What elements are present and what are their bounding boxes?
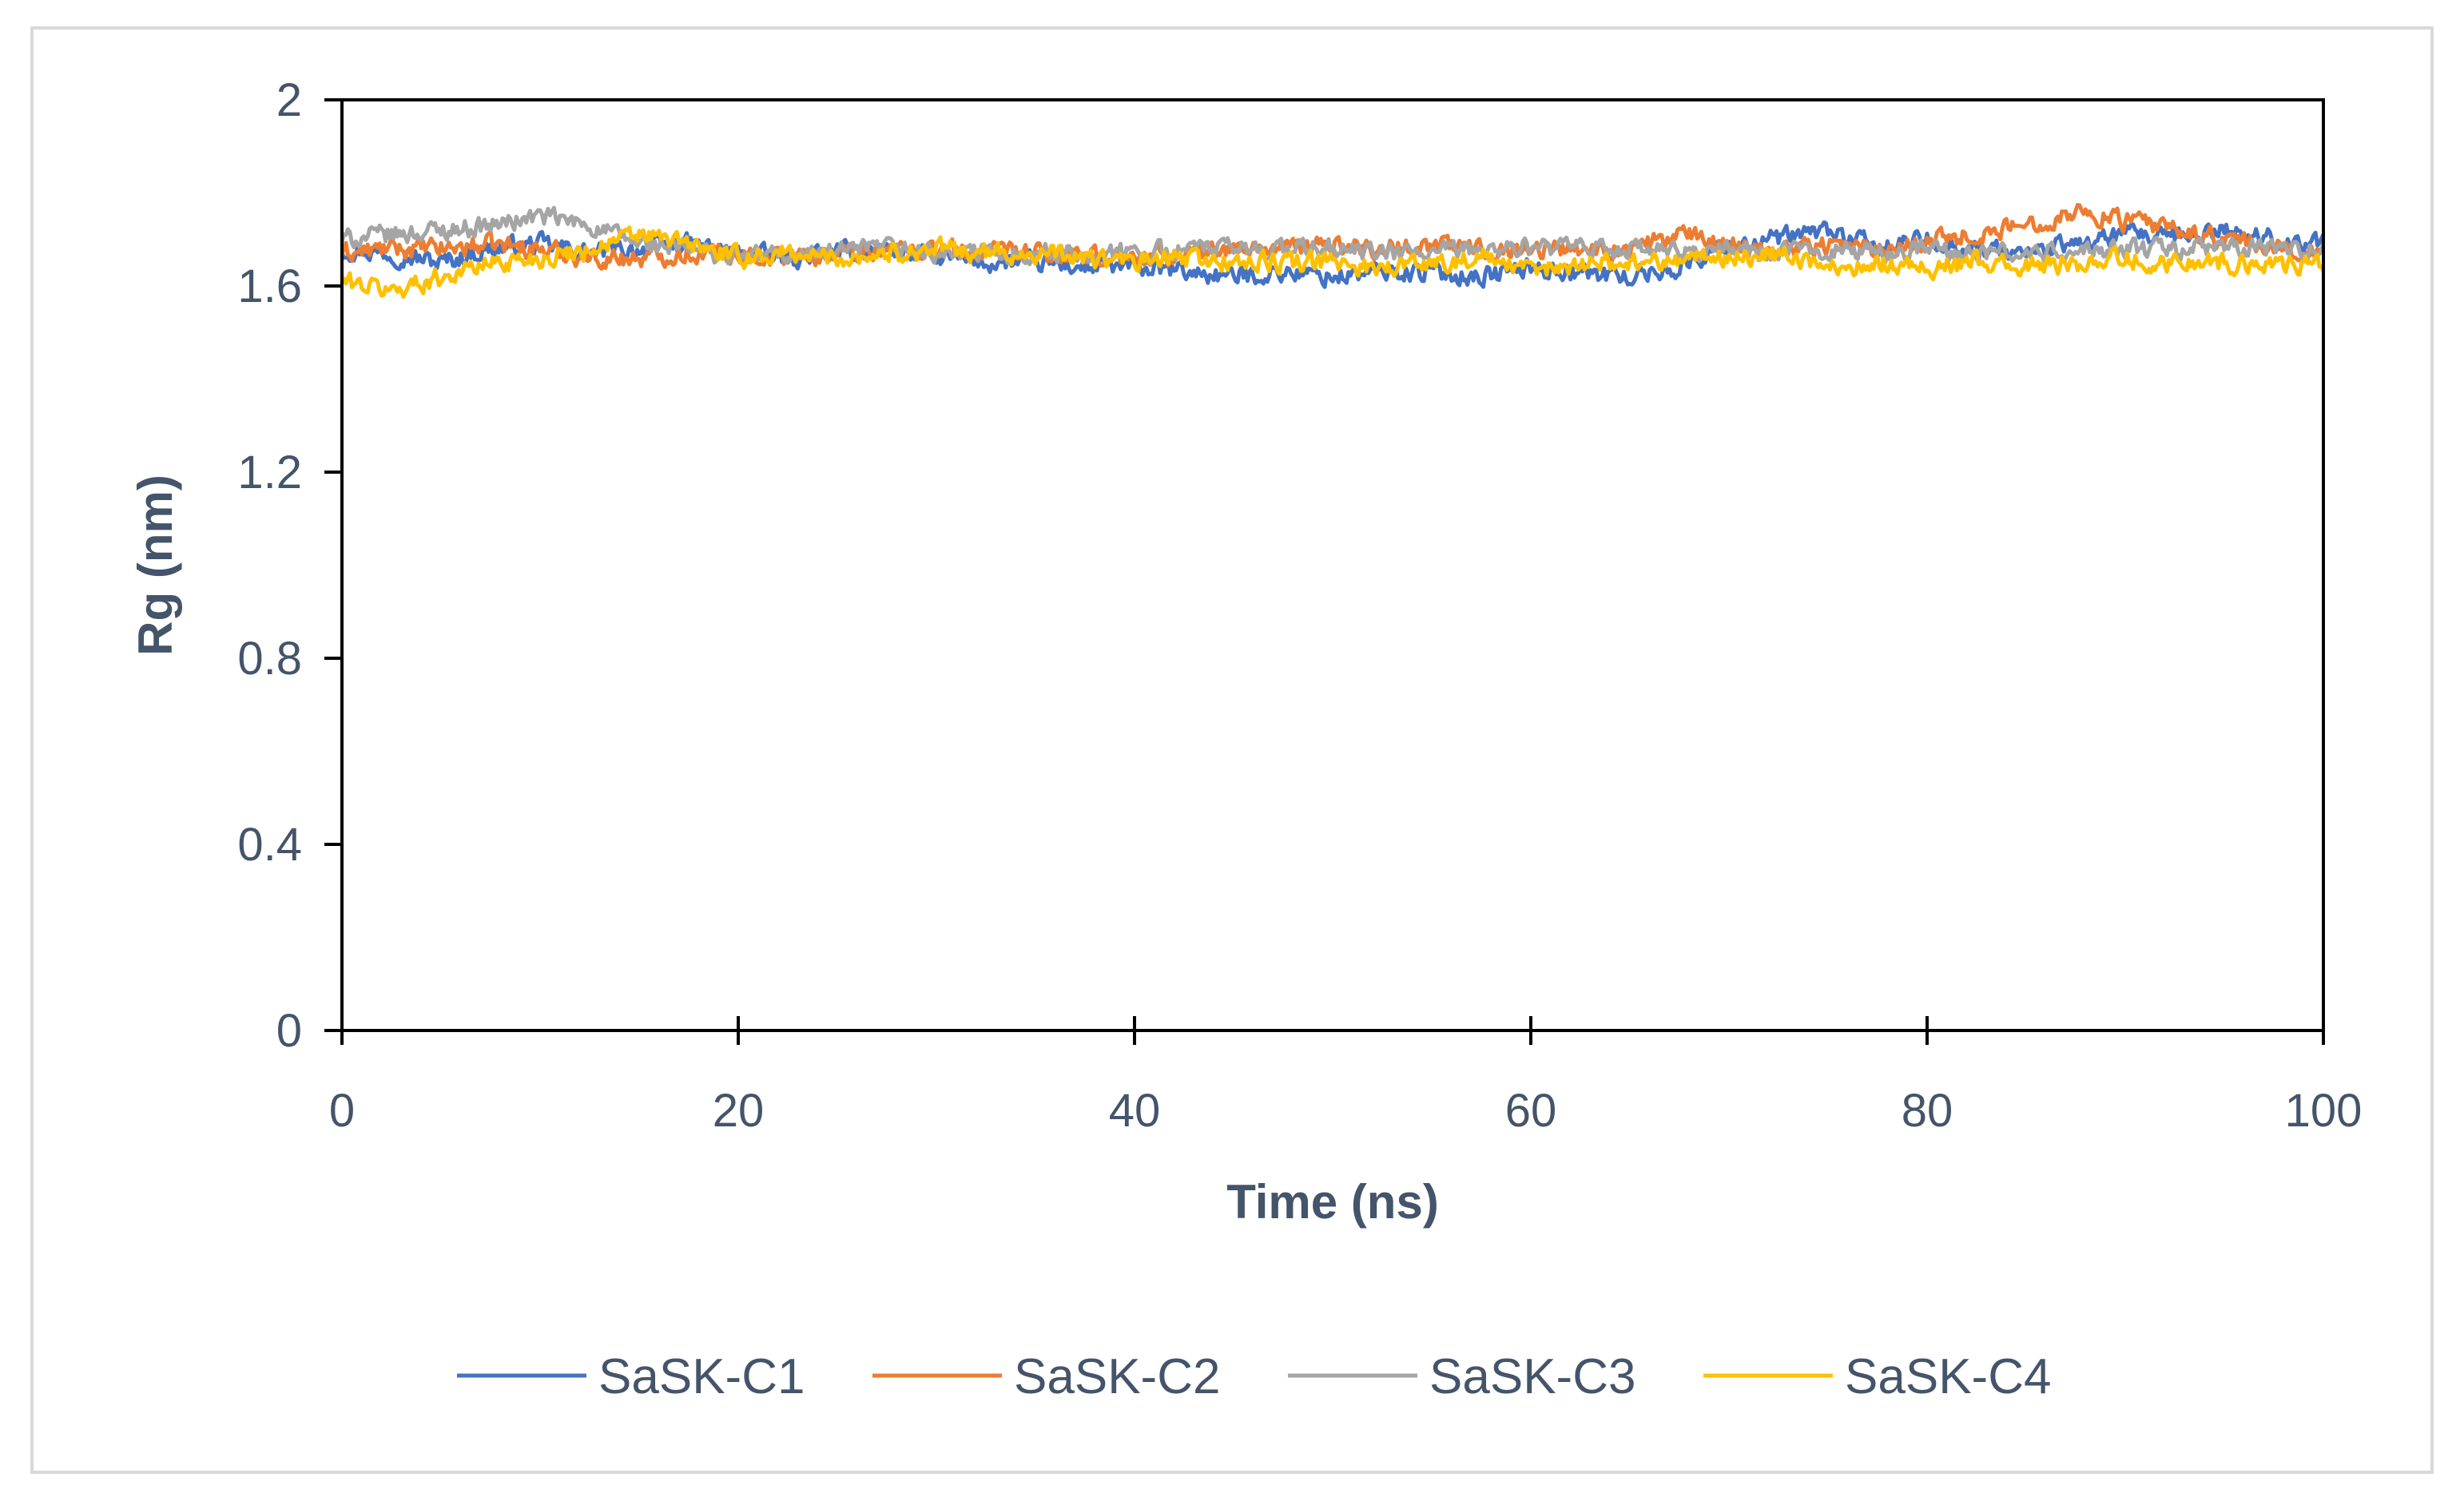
y-tick-label: 1.2	[237, 447, 302, 498]
series-line-sask-c1	[340, 220, 2326, 289]
plot-area	[340, 98, 2325, 1032]
x-axis-ticks: 0 20 40 60 80 100	[329, 1016, 2363, 1137]
x-tick-label: 20	[713, 1085, 765, 1137]
x-tick-label: 60	[1505, 1085, 1557, 1137]
series-line-sask-c4	[340, 225, 2326, 299]
legend-label-sask-c2: SaSK-C2	[1014, 1349, 1220, 1404]
x-tick-label: 40	[1109, 1085, 1161, 1137]
y-tick-label: 1.6	[237, 260, 302, 312]
legend-label-sask-c1: SaSK-C1	[598, 1349, 805, 1404]
x-axis-title: Time (ns)	[1226, 1175, 1439, 1229]
y-axis-ticks: 0 0.4 0.8 1.2 1.6 2	[237, 74, 342, 1057]
series-layer	[340, 203, 2326, 299]
y-tick-label: 0	[276, 1005, 302, 1057]
y-tick-label: 0.8	[237, 633, 302, 685]
x-tick-label: 80	[1902, 1085, 1953, 1137]
legend-label-sask-c3: SaSK-C3	[1429, 1349, 1635, 1404]
y-axis-title: Rg (nm)	[129, 475, 182, 656]
legend: SaSK-C1 SaSK-C2 SaSK-C3 SaSK-C4	[457, 1349, 2051, 1404]
legend-label-sask-c4: SaSK-C4	[1845, 1349, 2051, 1404]
y-tick-label: 2	[276, 74, 302, 126]
x-tick-label: 100	[2285, 1085, 2363, 1137]
x-tick-label: 0	[329, 1085, 355, 1137]
y-tick-label: 0.4	[237, 819, 302, 871]
